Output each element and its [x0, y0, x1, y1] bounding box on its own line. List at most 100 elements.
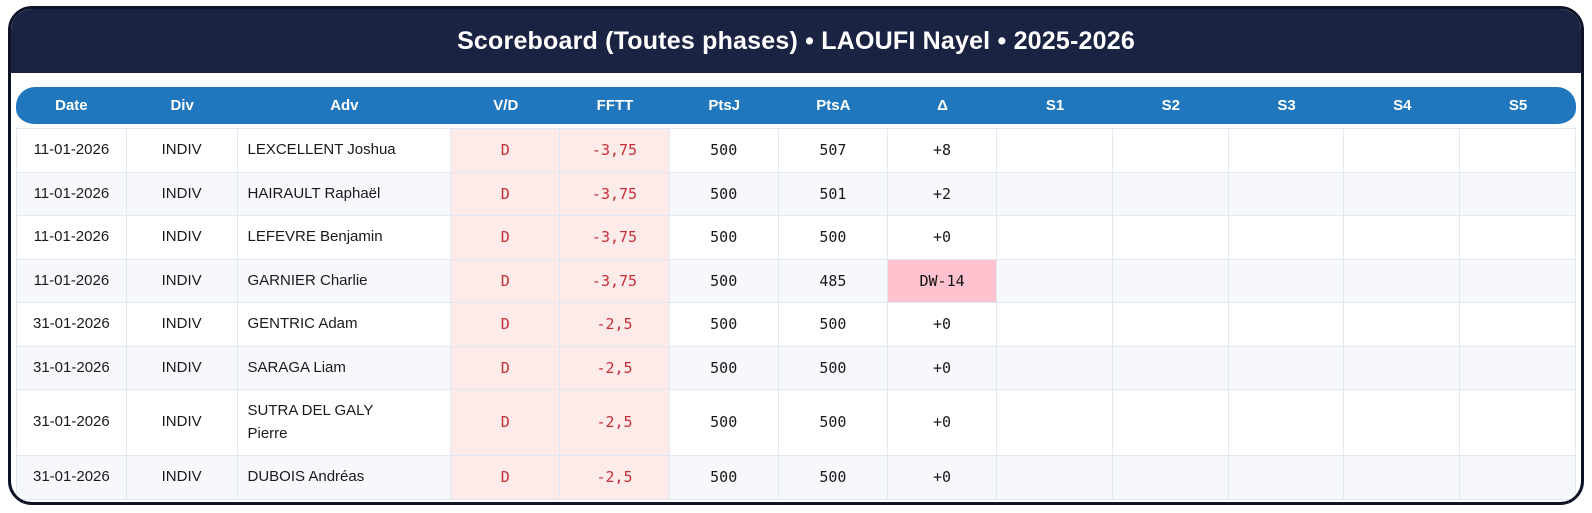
- cell-div: INDIV: [126, 346, 238, 390]
- cell-s1: [997, 172, 1113, 216]
- table-row: 31-01-2026 INDIV GENTRIC Adam D -2,5 500…: [16, 303, 1576, 347]
- cell-adv: SARAGA Liam: [237, 346, 452, 390]
- column-header-date: Date: [16, 87, 127, 128]
- cell-vd: D: [451, 216, 561, 260]
- cell-adv: GARNIER Charlie: [237, 259, 452, 303]
- cell-vd: D: [451, 303, 561, 347]
- cell-fftt: -3,75: [560, 259, 670, 303]
- cell-delta: +0: [887, 346, 998, 390]
- cell-adv: LEFEVRE Benjamin: [237, 216, 452, 260]
- cell-adv: SUTRA DEL GALY Pierre: [237, 390, 452, 456]
- cell-s4: [1344, 216, 1461, 260]
- cell-adv: GENTRIC Adam: [237, 303, 452, 347]
- column-header-ptsa: PtsA: [778, 87, 888, 128]
- cell-ptsa: 500: [778, 456, 888, 500]
- cell-s1: [997, 346, 1113, 390]
- cell-div: INDIV: [126, 303, 238, 347]
- column-header-delta: Δ: [887, 87, 998, 128]
- cell-s5: [1460, 172, 1576, 216]
- cell-vd: D: [451, 172, 561, 216]
- cell-ptsa: 500: [778, 216, 888, 260]
- cell-s2: [1112, 259, 1229, 303]
- column-header-ptsj: PtsJ: [669, 87, 779, 128]
- cell-date: 11-01-2026: [16, 216, 127, 260]
- cell-div: INDIV: [126, 216, 238, 260]
- column-header-s4: S4: [1344, 87, 1461, 128]
- cell-s2: [1112, 390, 1229, 456]
- cell-s3: [1228, 390, 1345, 456]
- cell-adv: LEXCELLENT Joshua: [237, 128, 452, 173]
- column-header-s5: S5: [1460, 87, 1576, 128]
- cell-adv: DUBOIS Andréas: [237, 456, 452, 500]
- cell-vd: D: [451, 390, 561, 456]
- page-title: Scoreboard (Toutes phases) • LAOUFI Naye…: [11, 9, 1581, 73]
- cell-delta: +0: [887, 303, 998, 347]
- cell-ptsj: 500: [669, 456, 779, 500]
- cell-s1: [997, 128, 1113, 173]
- cell-adv: HAIRAULT Raphaël: [237, 172, 452, 216]
- cell-ptsj: 500: [669, 128, 779, 173]
- cell-s3: [1228, 128, 1345, 173]
- cell-vd: D: [451, 259, 561, 303]
- cell-s2: [1112, 346, 1229, 390]
- cell-div: INDIV: [126, 259, 238, 303]
- cell-delta-warning: DW-14: [887, 259, 998, 303]
- cell-s1: [997, 456, 1113, 500]
- cell-ptsj: 500: [669, 172, 779, 216]
- cell-delta: +0: [887, 456, 998, 500]
- cell-s4: [1344, 259, 1461, 303]
- table-row: 31-01-2026 INDIV DUBOIS Andréas D -2,5 5…: [16, 456, 1576, 500]
- cell-ptsa: 507: [778, 128, 888, 173]
- cell-date: 11-01-2026: [16, 128, 127, 173]
- cell-delta: +0: [887, 390, 998, 456]
- cell-s3: [1228, 346, 1345, 390]
- table-row: 31-01-2026 INDIV SARAGA Liam D -2,5 500 …: [16, 346, 1576, 390]
- cell-ptsj: 500: [669, 390, 779, 456]
- cell-s5: [1460, 456, 1576, 500]
- cell-fftt: -2,5: [560, 346, 670, 390]
- cell-s4: [1344, 303, 1461, 347]
- scoreboard-card: Scoreboard (Toutes phases) • LAOUFI Naye…: [8, 6, 1584, 505]
- cell-s2: [1112, 303, 1229, 347]
- cell-delta: +8: [887, 128, 998, 173]
- cell-ptsj: 500: [669, 259, 779, 303]
- cell-s2: [1112, 456, 1229, 500]
- cell-div: INDIV: [126, 456, 238, 500]
- column-header-s1: S1: [997, 87, 1113, 128]
- cell-vd: D: [451, 128, 561, 173]
- cell-s1: [997, 390, 1113, 456]
- cell-date: 11-01-2026: [16, 172, 127, 216]
- cell-s3: [1228, 172, 1345, 216]
- table-row: 11-01-2026 INDIV LEXCELLENT Joshua D -3,…: [16, 128, 1576, 173]
- column-header-div: Div: [126, 87, 238, 128]
- column-header-row: Date Div Adv V/D FFTT PtsJ PtsA Δ S1 S2 …: [16, 87, 1576, 128]
- cell-s1: [997, 303, 1113, 347]
- cell-s1: [997, 216, 1113, 260]
- cell-delta: +2: [887, 172, 998, 216]
- cell-s4: [1344, 456, 1461, 500]
- scoreboard-table: Date Div Adv V/D FFTT PtsJ PtsA Δ S1 S2 …: [16, 87, 1576, 500]
- cell-fftt: -3,75: [560, 172, 670, 216]
- cell-s4: [1344, 346, 1461, 390]
- cell-s2: [1112, 128, 1229, 173]
- cell-fftt: -3,75: [560, 216, 670, 260]
- table-row: 11-01-2026 INDIV GARNIER Charlie D -3,75…: [16, 259, 1576, 303]
- cell-div: INDIV: [126, 172, 238, 216]
- table-row: 11-01-2026 INDIV LEFEVRE Benjamin D -3,7…: [16, 216, 1576, 260]
- cell-s5: [1460, 128, 1576, 173]
- cell-s4: [1344, 128, 1461, 173]
- cell-s3: [1228, 216, 1345, 260]
- column-header-fftt: FFTT: [560, 87, 670, 128]
- cell-vd: D: [451, 456, 561, 500]
- cell-ptsj: 500: [669, 303, 779, 347]
- cell-fftt: -2,5: [560, 303, 670, 347]
- cell-s5: [1460, 216, 1576, 260]
- cell-s5: [1460, 346, 1576, 390]
- column-header-adv: Adv: [237, 87, 452, 128]
- cell-s4: [1344, 172, 1461, 216]
- cell-s3: [1228, 303, 1345, 347]
- column-header-vd: V/D: [451, 87, 561, 128]
- cell-s5: [1460, 259, 1576, 303]
- cell-s5: [1460, 303, 1576, 347]
- table-container: Date Div Adv V/D FFTT PtsJ PtsA Δ S1 S2 …: [16, 87, 1576, 500]
